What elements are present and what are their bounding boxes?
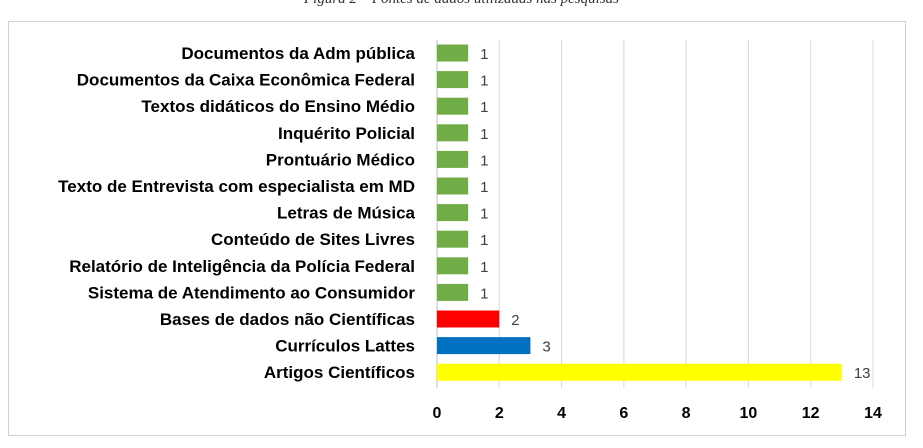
bar bbox=[437, 44, 469, 62]
x-tick-label: 6 bbox=[619, 405, 628, 422]
data-label: 1 bbox=[480, 259, 488, 276]
category-label: Conteúdo de Sites Livres bbox=[211, 230, 415, 249]
data-label: 1 bbox=[480, 73, 488, 90]
bar bbox=[437, 177, 469, 195]
data-label: 1 bbox=[480, 46, 488, 63]
bar bbox=[437, 363, 842, 381]
data-label: 1 bbox=[480, 285, 488, 302]
x-axis-tick-labels: 0 2 4 6 8 10 12 14 bbox=[433, 405, 882, 422]
data-label: 2 bbox=[511, 312, 519, 329]
category-label: Documentos da Adm pública bbox=[181, 44, 415, 63]
category-label: Texto de Entrevista com especialista em … bbox=[58, 177, 415, 196]
bar bbox=[437, 124, 469, 142]
figure-caption: Figura 2 – Fontes de dados utilizadas na… bbox=[0, 0, 923, 11]
x-tick-label: 10 bbox=[740, 405, 758, 422]
data-label: 1 bbox=[480, 206, 488, 223]
category-label: Textos didáticos do Ensino Médio bbox=[141, 97, 415, 116]
bar bbox=[437, 71, 469, 89]
data-label: 1 bbox=[480, 99, 488, 116]
data-label: 3 bbox=[542, 339, 550, 356]
category-label: Inquérito Policial bbox=[278, 124, 415, 143]
category-label: Currículos Lattes bbox=[275, 337, 415, 356]
value-labels: 1 1 1 1 1 1 1 1 1 1 2 3 13 bbox=[480, 46, 870, 382]
gridlines bbox=[436, 40, 874, 388]
x-tick-label: 12 bbox=[802, 405, 820, 422]
category-label: Prontuário Médico bbox=[266, 150, 415, 169]
bar bbox=[437, 283, 469, 301]
x-tick-label: 0 bbox=[433, 405, 442, 422]
bar bbox=[437, 337, 531, 355]
bars bbox=[437, 44, 842, 381]
x-tick-label: 14 bbox=[864, 405, 882, 422]
category-label: Artigos Científicos bbox=[264, 363, 415, 382]
bar bbox=[437, 257, 469, 275]
category-label: Documentos da Caixa Econômica Federal bbox=[77, 71, 415, 90]
data-label: 1 bbox=[480, 152, 488, 169]
category-labels: Documentos da Adm pública Documentos da C… bbox=[58, 44, 415, 382]
bar bbox=[437, 97, 469, 115]
category-label: Sistema de Atendimento ao Consumidor bbox=[88, 283, 416, 302]
category-label: Letras de Música bbox=[277, 204, 415, 223]
x-tick-label: 8 bbox=[682, 405, 691, 422]
bar bbox=[437, 204, 469, 222]
data-label: 1 bbox=[480, 126, 488, 143]
data-label: 1 bbox=[480, 232, 488, 249]
category-label: Relatório de Inteligência da Polícia Fed… bbox=[69, 257, 415, 276]
bar bbox=[437, 150, 469, 168]
x-tick-label: 4 bbox=[557, 405, 566, 422]
x-tick-label: 2 bbox=[495, 405, 504, 422]
data-label: 13 bbox=[854, 365, 871, 382]
category-label: Bases de dados não Científicas bbox=[160, 310, 415, 329]
bar bbox=[437, 230, 469, 248]
bar bbox=[437, 310, 500, 328]
data-label: 1 bbox=[480, 179, 488, 196]
